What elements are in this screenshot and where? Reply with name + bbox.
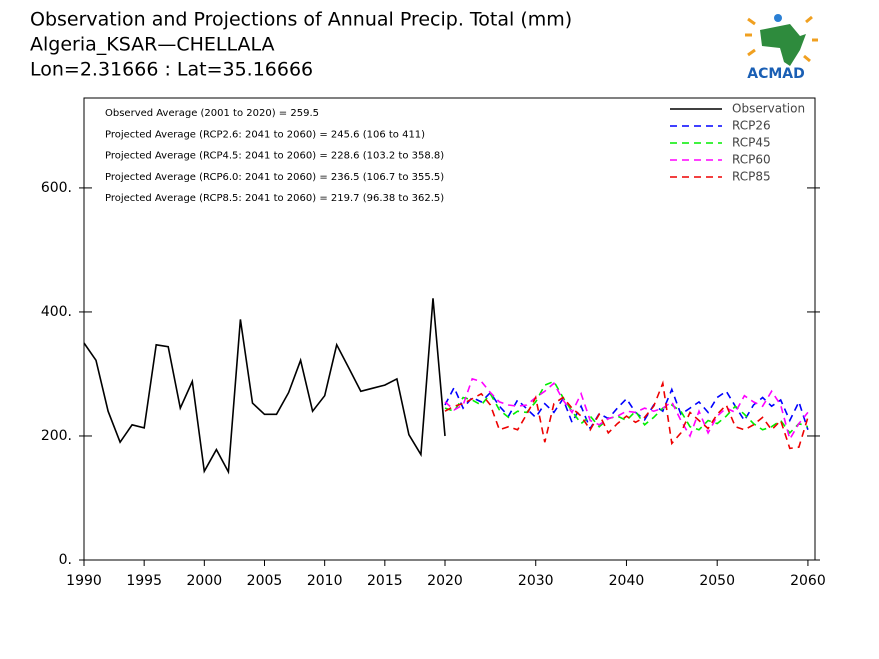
x-tick-label: 2060 xyxy=(790,573,826,589)
annotation: Projected Average (RCP2.6: 2041 to 2060)… xyxy=(105,129,425,140)
series-line xyxy=(444,380,809,450)
x-tick-label: 2000 xyxy=(187,573,223,589)
chart-subtitle: Algeria_KSAR—CHELLALA xyxy=(30,34,275,56)
x-tick-label: 2005 xyxy=(247,573,283,589)
x-tick-label: 1990 xyxy=(66,573,102,589)
series-line xyxy=(444,385,809,431)
legend-label: RCP26 xyxy=(732,119,771,133)
y-tick-label: 0. xyxy=(59,552,72,568)
chart-title: Observation and Projections of Annual Pr… xyxy=(30,9,572,31)
x-tick-label: 2015 xyxy=(367,573,403,589)
y-tick-label: 400. xyxy=(41,304,72,320)
logo-text: ACMAD xyxy=(747,66,805,82)
plot-frame xyxy=(83,97,816,561)
legend-label: RCP45 xyxy=(732,136,771,150)
legend-label: RCP60 xyxy=(732,153,771,167)
x-tick-label: 2040 xyxy=(609,573,645,589)
legend-label: Observation xyxy=(732,102,805,116)
x-tick-label: 2050 xyxy=(699,573,735,589)
x-tick-label: 1995 xyxy=(126,573,162,589)
x-tick-label: 2010 xyxy=(307,573,343,589)
annotation: Observed Average (2001 to 2020) = 259.5 xyxy=(105,108,319,119)
x-tick-label: 2020 xyxy=(427,573,463,589)
logo-icon xyxy=(745,14,818,66)
y-tick-label: 200. xyxy=(41,428,72,444)
annotation: Projected Average (RCP8.5: 2041 to 2060)… xyxy=(105,193,444,204)
y-tick-label: 600. xyxy=(41,180,72,196)
series-line xyxy=(83,298,446,475)
x-tick-label: 2030 xyxy=(518,573,554,589)
annotation: Projected Average (RCP4.5: 2041 to 2060)… xyxy=(105,151,444,162)
location: Lon=2.31666 : Lat=35.16666 xyxy=(30,59,313,81)
annotation: Projected Average (RCP6.0: 2041 to 2060)… xyxy=(105,172,444,183)
legend-label: RCP85 xyxy=(732,170,771,184)
series-line xyxy=(444,380,809,435)
